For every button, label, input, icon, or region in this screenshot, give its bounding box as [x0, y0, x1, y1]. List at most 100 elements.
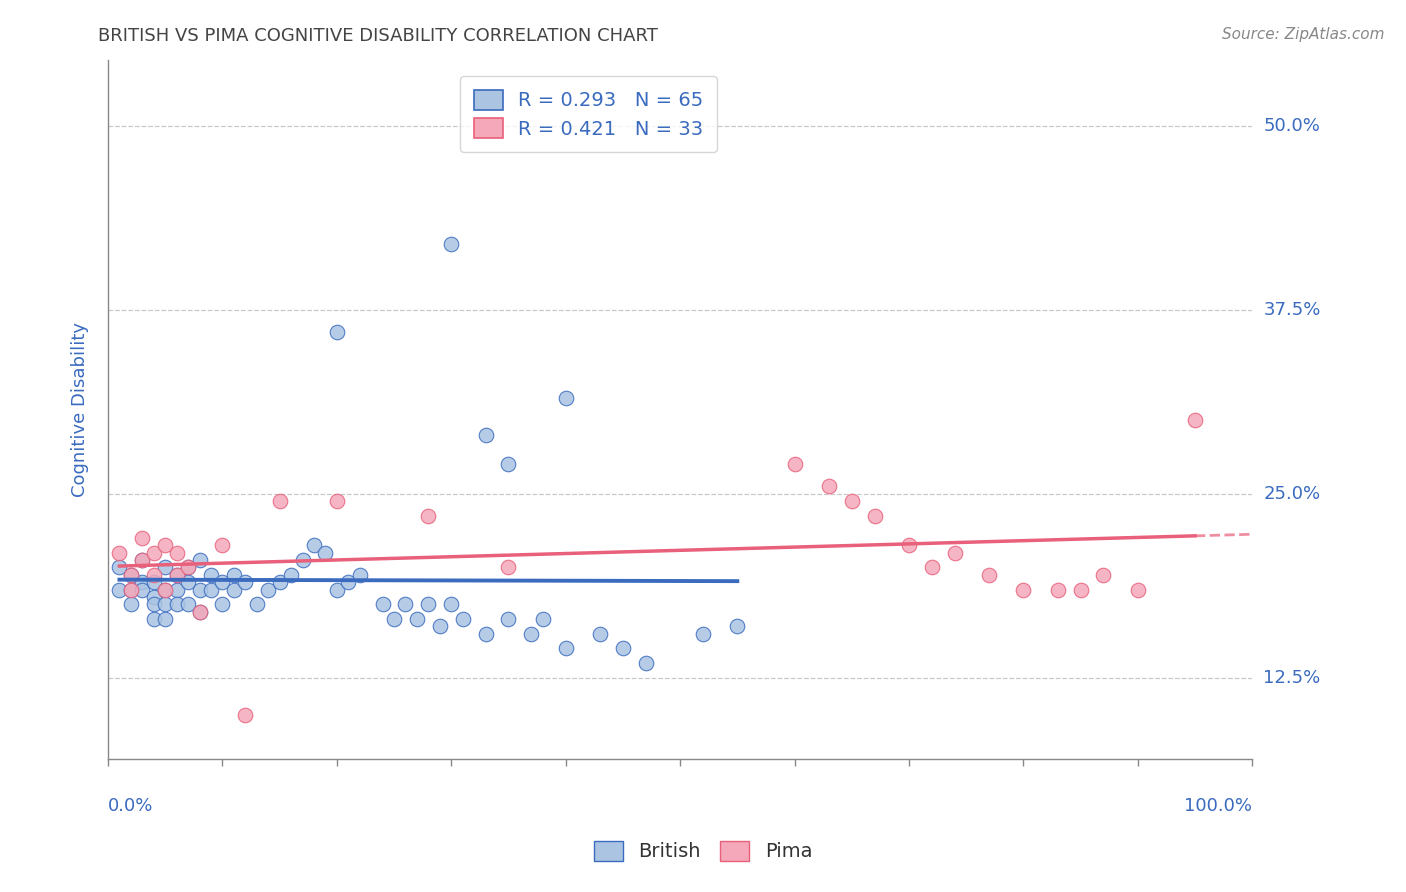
Point [108, 560, 131, 574]
Point [200, 567, 222, 582]
Point [474, 626, 496, 640]
Point [142, 575, 165, 590]
Text: 37.5%: 37.5% [1264, 301, 1320, 318]
Point [418, 597, 440, 611]
Point [634, 656, 657, 670]
Point [131, 553, 153, 567]
Point [314, 546, 336, 560]
Point [222, 567, 245, 582]
Point [142, 546, 165, 560]
Point [120, 567, 142, 582]
Point [166, 567, 188, 582]
Point [142, 612, 165, 626]
Point [440, 597, 463, 611]
Point [498, 612, 520, 626]
Point [291, 553, 314, 567]
Point [108, 582, 131, 597]
Point [120, 582, 142, 597]
Point [153, 612, 176, 626]
Point [406, 612, 429, 626]
Point [474, 428, 496, 442]
Point [142, 590, 165, 604]
Legend: British, Pima: British, Pima [586, 833, 820, 869]
Point [188, 605, 211, 619]
Point [280, 567, 302, 582]
Point [554, 391, 576, 405]
Point [131, 582, 153, 597]
Point [120, 567, 142, 582]
Point [269, 494, 291, 508]
Point [440, 236, 463, 251]
Point [725, 619, 748, 633]
Point [394, 597, 416, 611]
Point [451, 612, 474, 626]
Point [1126, 582, 1149, 597]
Point [783, 458, 806, 472]
Text: 0.0%: 0.0% [108, 797, 153, 815]
Point [131, 553, 153, 567]
Point [589, 626, 612, 640]
Point [612, 641, 634, 656]
Point [520, 626, 543, 640]
Point [1070, 582, 1092, 597]
Point [418, 508, 440, 523]
Point [371, 597, 394, 611]
Point [211, 575, 233, 590]
Point [337, 575, 360, 590]
Point [382, 612, 405, 626]
Point [108, 546, 131, 560]
Point [233, 707, 256, 722]
Point [1092, 567, 1115, 582]
Point [498, 458, 520, 472]
Text: Source: ZipAtlas.com: Source: ZipAtlas.com [1222, 27, 1385, 42]
Point [921, 560, 943, 574]
Point [222, 582, 245, 597]
Point [692, 626, 714, 640]
Point [166, 546, 188, 560]
Point [818, 479, 841, 493]
Point [200, 582, 222, 597]
Point [120, 597, 142, 611]
Point [429, 619, 451, 633]
Point [153, 597, 176, 611]
Point [188, 605, 211, 619]
Point [153, 538, 176, 552]
Point [498, 560, 520, 574]
Point [1184, 413, 1206, 427]
Y-axis label: Cognitive Disability: Cognitive Disability [72, 322, 89, 497]
Legend: R = 0.293   N = 65, R = 0.421   N = 33: R = 0.293 N = 65, R = 0.421 N = 33 [460, 77, 717, 153]
Point [257, 582, 280, 597]
Point [120, 582, 142, 597]
Point [166, 597, 188, 611]
Point [131, 575, 153, 590]
Point [153, 582, 176, 597]
Point [302, 538, 325, 552]
Point [131, 531, 153, 545]
Point [977, 567, 1000, 582]
Point [142, 597, 165, 611]
Point [188, 582, 211, 597]
Point [177, 575, 200, 590]
Text: 100.0%: 100.0% [1184, 797, 1253, 815]
Point [841, 494, 863, 508]
Point [1046, 582, 1069, 597]
Point [326, 582, 349, 597]
Point [326, 494, 349, 508]
Point [166, 567, 188, 582]
Point [166, 582, 188, 597]
Point [177, 560, 200, 574]
Text: 25.0%: 25.0% [1264, 485, 1320, 503]
Point [554, 641, 576, 656]
Point [177, 597, 200, 611]
Point [177, 560, 200, 574]
Point [1012, 582, 1035, 597]
Point [153, 582, 176, 597]
Point [233, 575, 256, 590]
Text: BRITISH VS PIMA COGNITIVE DISABILITY CORRELATION CHART: BRITISH VS PIMA COGNITIVE DISABILITY COR… [98, 27, 658, 45]
Point [943, 546, 966, 560]
Point [142, 567, 165, 582]
Point [188, 553, 211, 567]
Point [897, 538, 920, 552]
Point [153, 560, 176, 574]
Point [349, 567, 371, 582]
